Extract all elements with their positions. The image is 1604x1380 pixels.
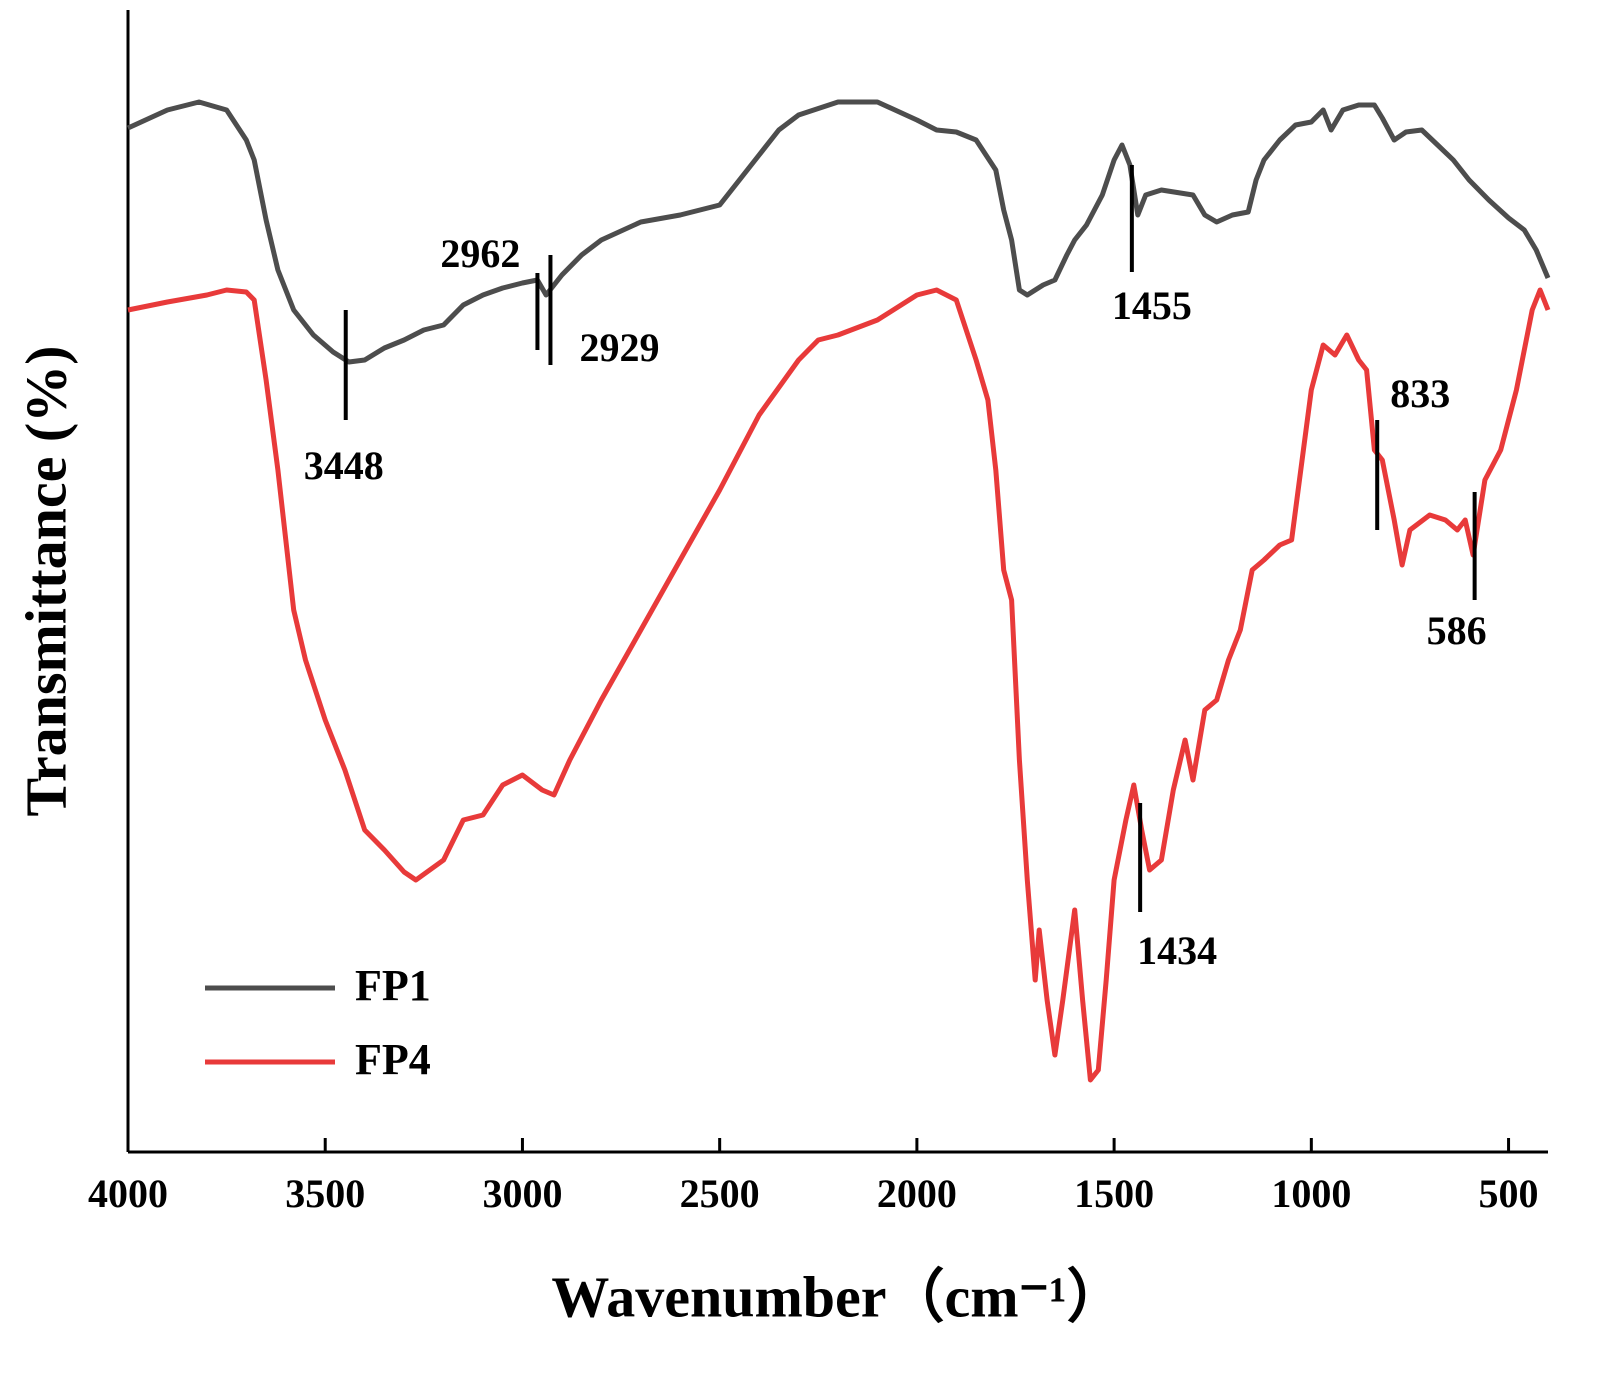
x-tick-label: 1500 xyxy=(1074,1171,1154,1216)
peak-label: 586 xyxy=(1427,608,1487,653)
legend-label: FP1 xyxy=(355,961,431,1010)
x-tick-label: 500 xyxy=(1479,1171,1539,1216)
x-axis-title: Wavenumber（cm⁻¹） xyxy=(551,1264,1124,1329)
x-tick-label: 3000 xyxy=(482,1171,562,1216)
x-tick-label: 2000 xyxy=(877,1171,957,1216)
spectrum-line xyxy=(127,287,1551,1083)
peak-label: 2929 xyxy=(579,325,659,370)
x-tick-label: 2500 xyxy=(680,1171,760,1216)
peak-label: 1455 xyxy=(1112,283,1192,328)
x-tick-label: 1000 xyxy=(1271,1171,1351,1216)
spectrum-line xyxy=(126,99,1551,365)
x-tick-label: 3500 xyxy=(285,1171,365,1216)
x-tick-label: 4000 xyxy=(88,1171,168,1216)
peak-label: 3448 xyxy=(304,443,384,488)
legend-label: FP4 xyxy=(355,1035,431,1084)
peak-label: 1434 xyxy=(1137,928,1217,973)
y-axis-title: Transmittance (%) xyxy=(13,346,78,817)
peak-label: 833 xyxy=(1390,371,1450,416)
peak-label: 2962 xyxy=(440,231,520,276)
